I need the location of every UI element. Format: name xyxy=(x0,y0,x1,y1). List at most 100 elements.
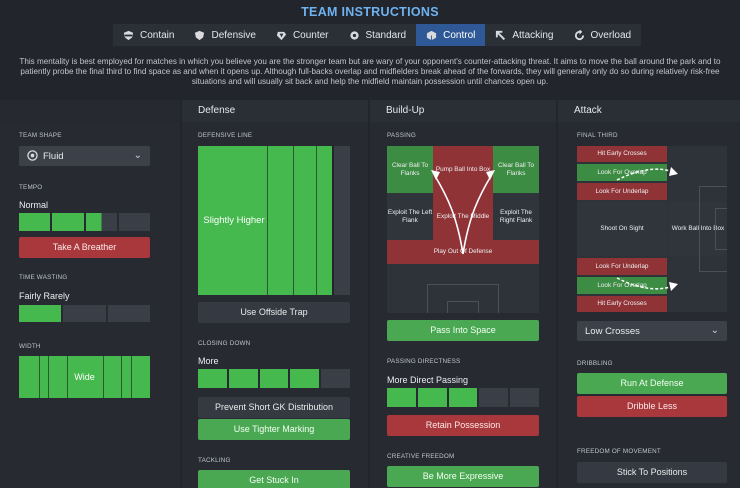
passing-label: PASSING xyxy=(387,132,416,139)
slider-segment xyxy=(321,369,350,388)
tab-label: Attacking xyxy=(512,29,554,41)
shield-bar-icon xyxy=(123,30,134,40)
passing-arrows xyxy=(431,170,495,255)
crossing-dropdown[interactable]: Low Crosses ⌄ xyxy=(577,321,727,341)
six-yard-outline xyxy=(715,208,727,250)
slider-segment xyxy=(19,213,51,231)
tempo-value: Normal xyxy=(19,200,49,210)
mentality-description: This mentality is best employed for matc… xyxy=(19,57,721,87)
slider-segment xyxy=(107,305,150,322)
freedom-of-movement-label: FREEDOM OF MOVEMENT xyxy=(577,448,661,455)
tab-label: Overload xyxy=(590,29,632,41)
passing-directness-slider[interactable] xyxy=(387,388,539,407)
slider-segment xyxy=(63,305,106,322)
run-at-defense-button[interactable]: Run At Defense xyxy=(577,373,727,394)
shield-icon xyxy=(195,30,205,40)
slider-segment xyxy=(118,213,150,231)
box-outline xyxy=(699,186,727,272)
slider-segment xyxy=(448,388,478,407)
chevron-down-icon: ⌄ xyxy=(133,150,142,161)
defensive-line-value: Slightly Higher xyxy=(203,215,265,226)
closing-down-slider[interactable] xyxy=(198,369,350,388)
tab-label: Defensive xyxy=(211,29,256,41)
slider-segment xyxy=(52,213,84,231)
final-third-label: FINAL THIRD xyxy=(577,132,618,139)
exploit-middle-option[interactable]: Exploit The Middle xyxy=(433,193,493,240)
slider-segment xyxy=(290,369,320,388)
passing-directness-value: More Direct Passing xyxy=(387,375,469,385)
time-wasting-slider[interactable] xyxy=(19,305,150,322)
look-for-underlap-top-option[interactable]: Look For Underlap xyxy=(577,183,667,200)
tempo-label: TEMPO xyxy=(19,184,43,191)
tab-label: Control xyxy=(443,29,476,41)
gear-icon xyxy=(349,30,359,40)
penalty-box xyxy=(427,284,499,313)
final-third-pitch: Hit Early Crosses Look For Overlap Look … xyxy=(577,146,727,312)
retain-possession-button[interactable]: Retain Possession xyxy=(387,415,539,436)
slider-segment xyxy=(19,305,62,322)
width-slider[interactable]: Wide xyxy=(19,356,150,398)
tab-contain[interactable]: Contain xyxy=(113,24,184,46)
slider-segment xyxy=(259,369,289,388)
clear-ball-left-option[interactable]: Clear Ball To Flanks xyxy=(387,146,433,193)
attack-header: Attack xyxy=(558,100,740,122)
use-tighter-marking-button[interactable]: Use Tighter Marking xyxy=(198,419,350,440)
pass-into-space-button[interactable]: Pass Into Space xyxy=(387,320,539,341)
dribble-less-button[interactable]: Dribble Less xyxy=(577,396,727,417)
exploit-left-flank-option[interactable]: Exploit The Left Flank xyxy=(387,193,433,240)
slider-segment xyxy=(387,388,416,407)
defense-header: Defense xyxy=(182,100,368,122)
time-wasting-value: Fairly Rarely xyxy=(19,291,70,301)
get-stuck-in-button[interactable]: Get Stuck In xyxy=(198,470,350,488)
tab-control[interactable]: Control xyxy=(416,24,486,46)
look-for-overlap-bottom-option[interactable]: Look For Overlap xyxy=(577,277,667,294)
slider-segment xyxy=(510,388,539,407)
slider-segment xyxy=(479,388,509,407)
width-label: WIDTH xyxy=(19,343,41,350)
slider-segment xyxy=(417,388,447,407)
tackling-label: TACKLING xyxy=(198,457,231,464)
team-shape-dropdown[interactable]: Fluid ⌄ xyxy=(19,146,150,166)
tab-counter[interactable]: Counter xyxy=(266,24,339,46)
take-a-breather-button[interactable]: Take A Breather xyxy=(19,237,150,258)
defensive-line-slider[interactable]: Slightly Higher xyxy=(198,146,350,295)
passing-directness-label: PASSING DIRECTNESS xyxy=(387,358,461,365)
pump-ball-into-box-option[interactable]: Pump Ball Into Box xyxy=(433,146,493,193)
tempo-slider[interactable] xyxy=(19,213,150,231)
prevent-short-gk-distribution-button[interactable]: Prevent Short GK Distribution xyxy=(198,397,350,418)
shoot-on-sight-option[interactable]: Shoot On Sight xyxy=(577,202,667,256)
team-shape-value: Fluid xyxy=(43,150,64,162)
passing-pitch: Clear Ball To Flanks Pump Ball Into Box … xyxy=(387,146,539,313)
goal-box xyxy=(447,301,479,313)
chevron-down-icon: ⌄ xyxy=(710,325,719,336)
tab-standard[interactable]: Standard xyxy=(339,24,417,46)
tab-overload[interactable]: Overload xyxy=(564,24,642,46)
exploit-right-flank-option[interactable]: Exploit The Right Flank xyxy=(493,193,539,240)
tab-label: Counter xyxy=(292,29,329,41)
closing-down-value: More xyxy=(198,356,219,366)
use-offside-trap-button[interactable]: Use Offside Trap xyxy=(198,302,350,323)
dribbling-label: DRIBBLING xyxy=(577,360,613,367)
tab-defensive[interactable]: Defensive xyxy=(184,24,265,46)
tab-label: Contain xyxy=(140,29,175,41)
time-wasting-label: TIME WASTING xyxy=(19,274,68,281)
circle-arrow-icon xyxy=(574,29,584,40)
work-ball-into-box-option[interactable]: Work Ball Into Box xyxy=(669,202,727,256)
hit-early-crosses-top-option[interactable]: Hit Early Crosses xyxy=(577,146,667,162)
arrow-icon xyxy=(496,30,506,40)
be-more-expressive-button[interactable]: Be More Expressive xyxy=(387,466,539,487)
defensive-line-label: DEFENSIVE LINE xyxy=(198,132,253,139)
counter-arrow-icon xyxy=(276,31,287,40)
tab-attacking[interactable]: Attacking xyxy=(485,24,563,46)
hit-early-crosses-bottom-option[interactable]: Hit Early Crosses xyxy=(577,296,667,312)
clear-ball-right-option[interactable]: Clear Ball To Flanks xyxy=(493,146,539,193)
general-header xyxy=(0,100,180,122)
width-value: Wide xyxy=(74,372,95,382)
look-for-overlap-top-option[interactable]: Look For Overlap xyxy=(577,164,667,181)
stick-to-positions-button[interactable]: Stick To Positions xyxy=(577,462,727,483)
buildup-header: Build-Up xyxy=(370,100,556,122)
overlap-arrows xyxy=(616,167,678,291)
look-for-underlap-bottom-option[interactable]: Look For Underlap xyxy=(577,258,667,275)
closing-down-label: CLOSING DOWN xyxy=(198,340,251,347)
